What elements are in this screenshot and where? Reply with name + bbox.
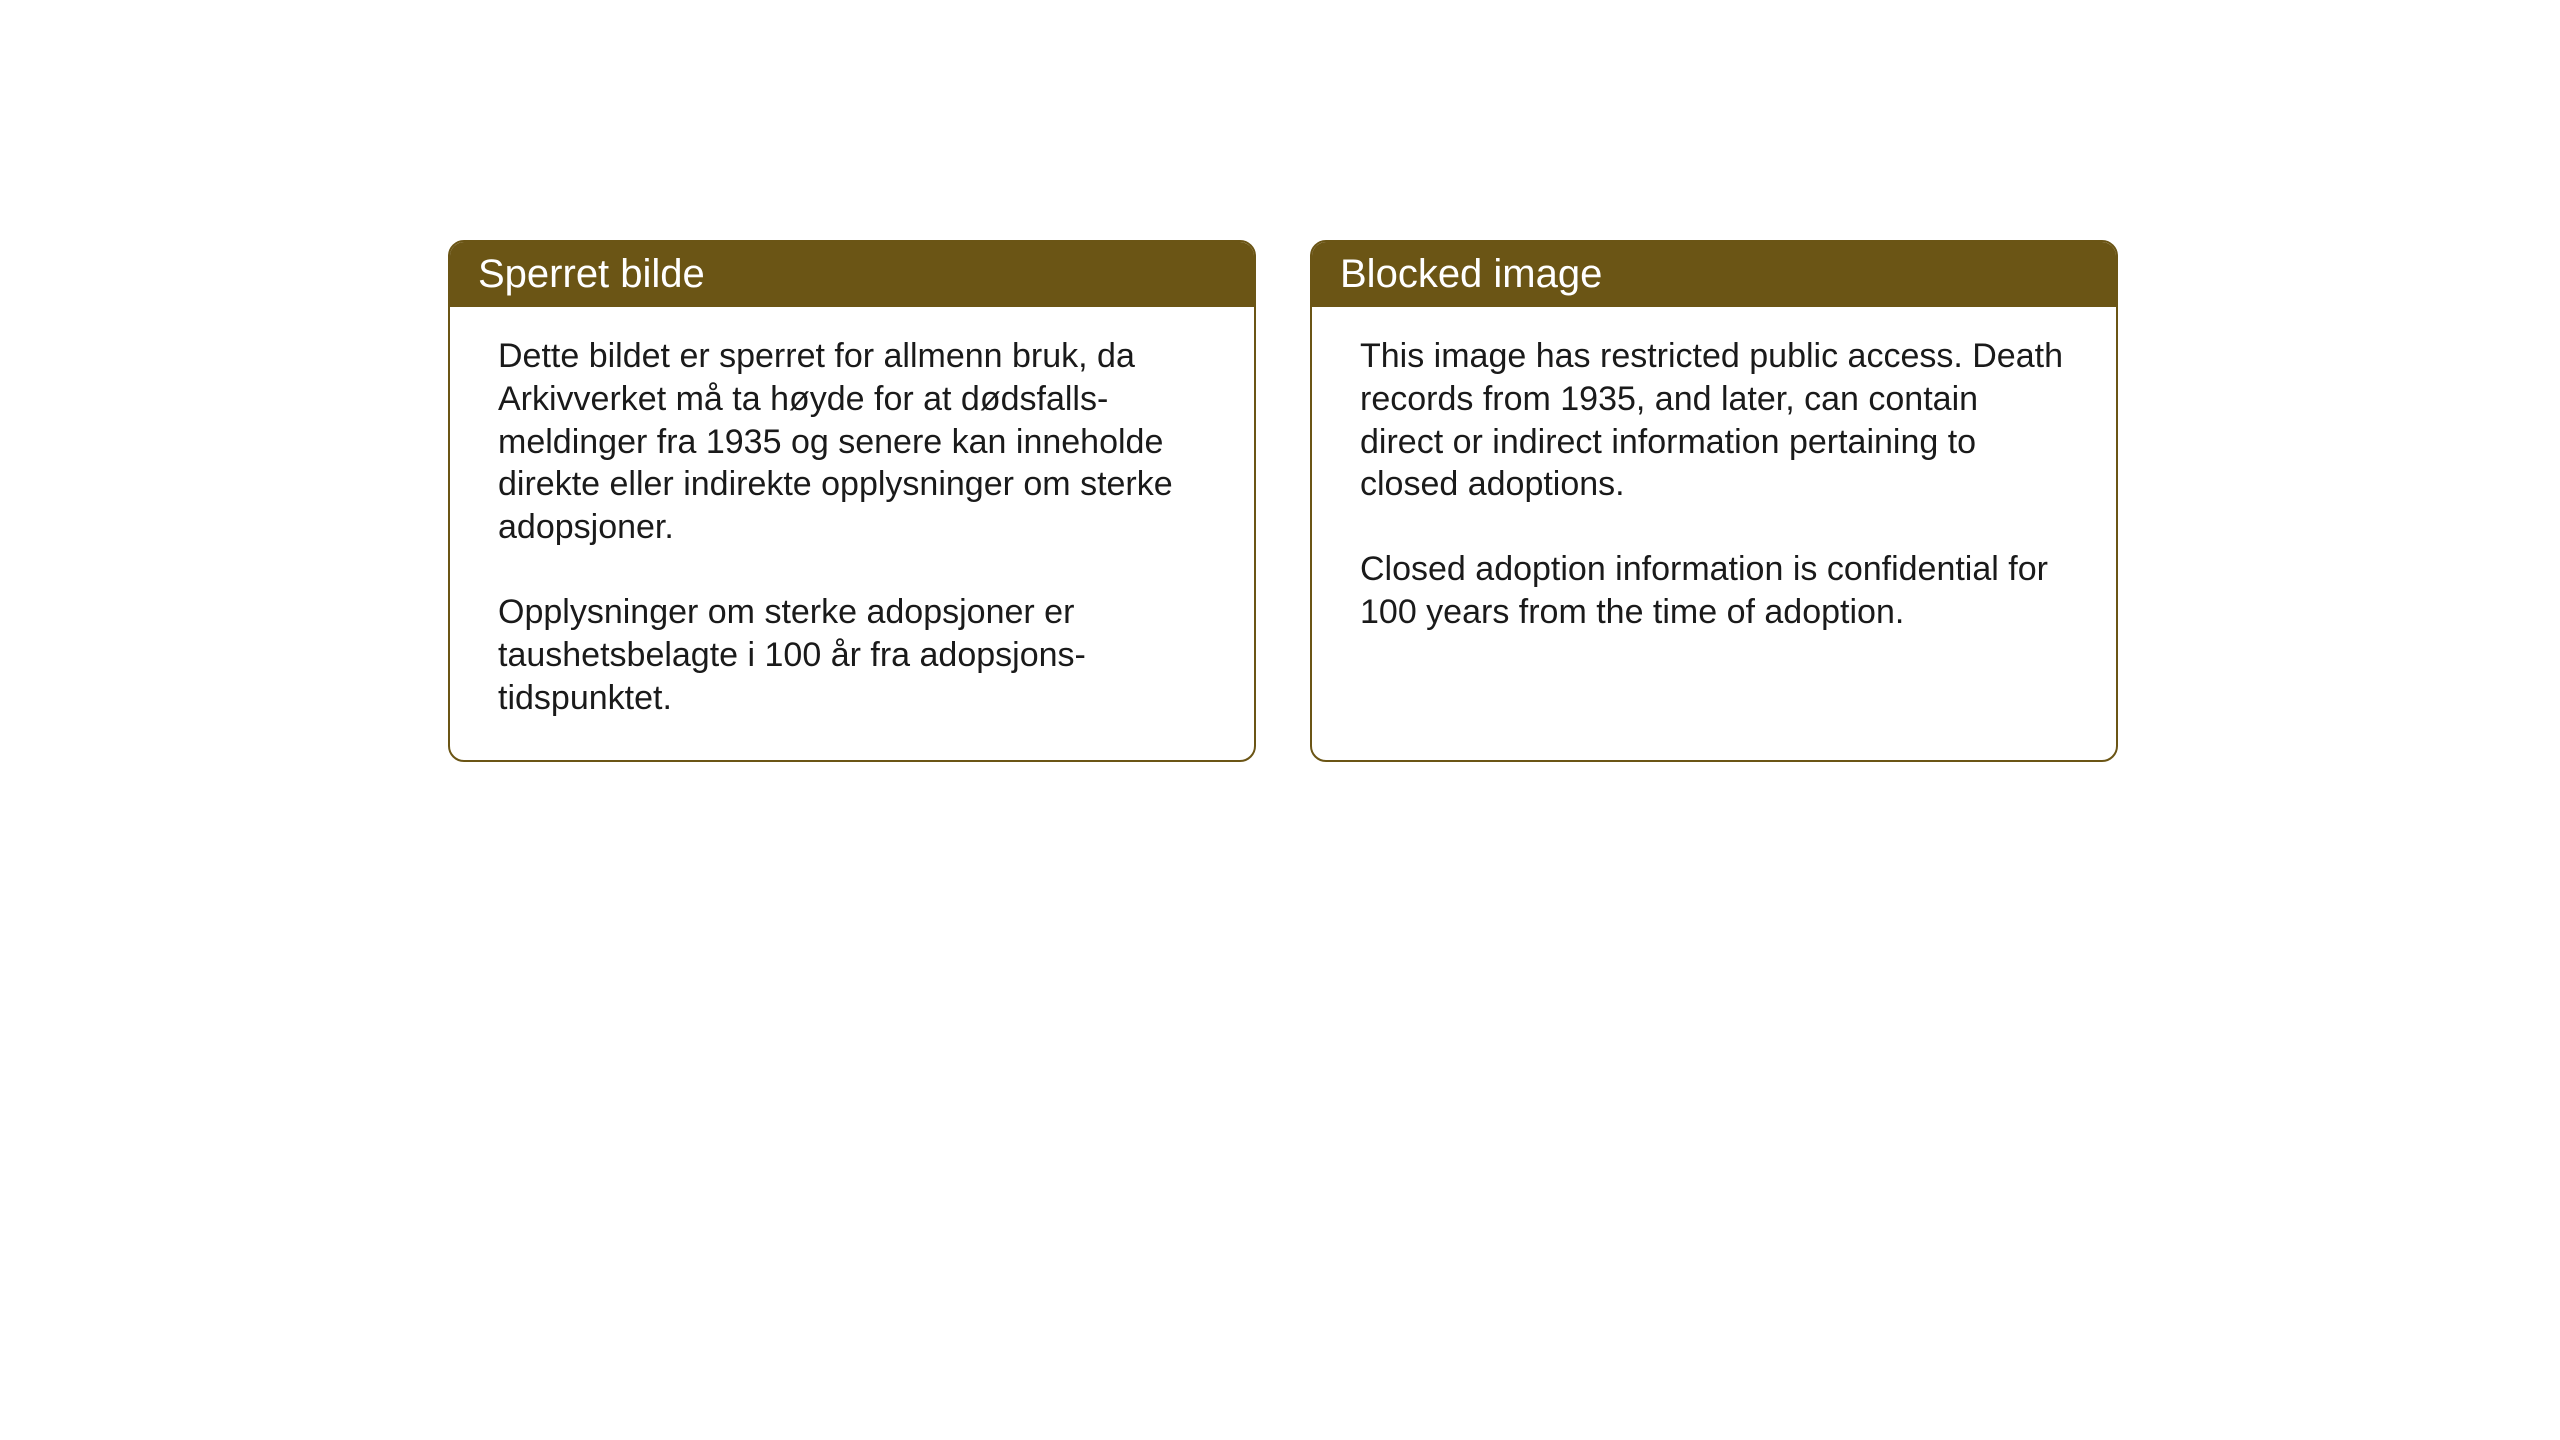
norwegian-paragraph-1: Dette bildet er sperret for allmenn bruk…: [498, 335, 1206, 549]
english-notice-card: Blocked image This image has restricted …: [1310, 240, 2118, 762]
norwegian-paragraph-2: Opplysninger om sterke adopsjoner er tau…: [498, 591, 1206, 719]
english-card-body: This image has restricted public access.…: [1312, 307, 2116, 737]
cards-container: Sperret bilde Dette bildet er sperret fo…: [0, 0, 2560, 762]
english-paragraph-1: This image has restricted public access.…: [1360, 335, 2068, 506]
norwegian-notice-card: Sperret bilde Dette bildet er sperret fo…: [448, 240, 1256, 762]
norwegian-card-title: Sperret bilde: [450, 242, 1254, 307]
norwegian-card-body: Dette bildet er sperret for allmenn bruk…: [450, 307, 1254, 760]
english-card-title: Blocked image: [1312, 242, 2116, 307]
english-paragraph-2: Closed adoption information is confident…: [1360, 548, 2068, 634]
